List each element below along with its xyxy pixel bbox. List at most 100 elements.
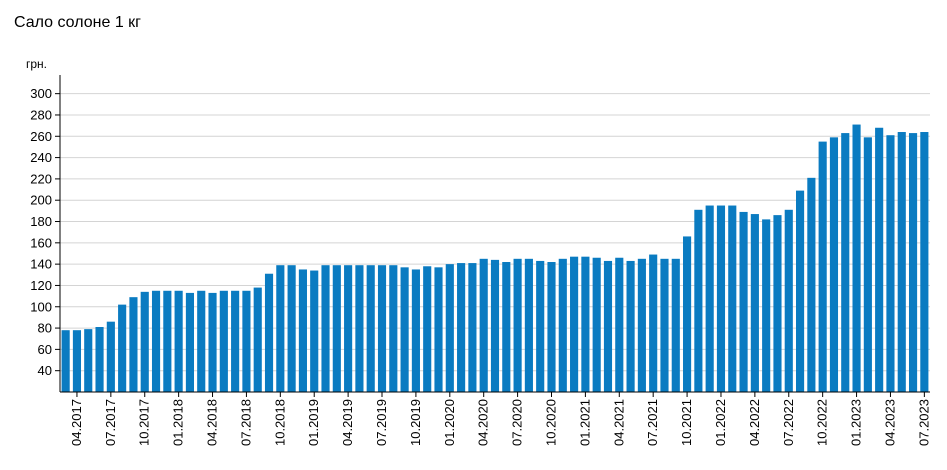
y-tick-label: 140 bbox=[30, 257, 52, 272]
x-tick-label: 04.2017 bbox=[69, 399, 84, 446]
bar-10.2019 bbox=[411, 269, 420, 392]
bar-07.2021 bbox=[649, 254, 658, 392]
y-axis-ticks: 40 60 80 100 120 140 160 180 200 220 240 260 280 300 bbox=[30, 86, 60, 378]
x-tick-label: 04.2021 bbox=[611, 399, 626, 446]
bar-01.2019 bbox=[310, 270, 319, 392]
x-tick-label: 01.2023 bbox=[849, 399, 864, 446]
y-tick-label: 300 bbox=[30, 86, 52, 101]
x-tick-label: 07.2021 bbox=[645, 399, 660, 446]
bar-06.2017 bbox=[95, 327, 104, 392]
bar-03.2020 bbox=[468, 263, 477, 392]
bar-05.2018 bbox=[219, 290, 228, 392]
y-tick-label: 160 bbox=[30, 235, 52, 250]
y-tick-label: 100 bbox=[30, 299, 52, 314]
bar-04.2023 bbox=[886, 135, 895, 393]
bar-03.2021 bbox=[603, 260, 613, 392]
y-tick-label: 80 bbox=[38, 321, 52, 336]
bar-02.2018 bbox=[185, 292, 195, 392]
bar-10.2018 bbox=[276, 265, 285, 392]
x-tick-label: 01.2019 bbox=[306, 399, 321, 446]
bar-09.2022 bbox=[807, 177, 816, 392]
bar-01.2023 bbox=[852, 124, 861, 392]
bar-06.2019 bbox=[366, 265, 375, 392]
bar-06.2022 bbox=[773, 215, 782, 392]
bar-12.2017 bbox=[163, 290, 172, 392]
bars bbox=[61, 124, 929, 393]
bar-04.2019 bbox=[344, 265, 353, 392]
x-axis-ticks: 04.2017 07.2017 10.2017 01.2018 04.2018 07.20… bbox=[69, 392, 931, 446]
bar-12.2019 bbox=[434, 267, 443, 392]
bar-02.2020 bbox=[457, 263, 466, 392]
x-tick-label: 01.2021 bbox=[577, 399, 592, 446]
y-tick-label: 240 bbox=[30, 150, 52, 165]
bar-09.2018 bbox=[264, 273, 274, 392]
x-tick-label: 01.2020 bbox=[442, 399, 457, 446]
bar-01.2021 bbox=[581, 256, 590, 392]
x-tick-label: 10.2019 bbox=[408, 399, 423, 446]
bar-04.2018 bbox=[208, 292, 217, 392]
x-tick-label: 10.2018 bbox=[272, 399, 287, 446]
y-tick-label: 180 bbox=[30, 214, 52, 229]
bar-11.2019 bbox=[423, 266, 432, 392]
x-tick-label: 07.2019 bbox=[374, 399, 389, 446]
bar-07.2022 bbox=[784, 209, 793, 392]
bar-11.2018 bbox=[287, 265, 296, 392]
bar-01.2022 bbox=[716, 205, 726, 392]
bar-06.2021 bbox=[637, 258, 646, 392]
bar-03.2017 bbox=[61, 330, 70, 392]
x-tick-label: 07.2018 bbox=[238, 399, 253, 446]
x-tick-label: 07.2020 bbox=[510, 399, 525, 446]
bar-11.2021 bbox=[694, 209, 703, 392]
x-tick-label: 07.2022 bbox=[781, 399, 796, 446]
y-tick-label: 260 bbox=[30, 129, 52, 144]
bar-08.2022 bbox=[795, 190, 805, 392]
bar-01.2020 bbox=[445, 264, 454, 392]
bar-07.2023 bbox=[920, 132, 929, 392]
bar-02.2022 bbox=[728, 205, 737, 392]
bar-06.2023 bbox=[908, 133, 918, 392]
x-tick-label: 07.2017 bbox=[103, 399, 118, 446]
bar-09.2021 bbox=[671, 258, 680, 392]
bar-11.2020 bbox=[558, 258, 567, 392]
bar-04.2022 bbox=[750, 214, 759, 392]
bar-04.2020 bbox=[479, 258, 488, 392]
bar-10.2020 bbox=[547, 262, 556, 392]
bar-07.2018 bbox=[242, 290, 251, 392]
bar-08.2021 bbox=[660, 258, 669, 392]
bar-08.2019 bbox=[389, 265, 398, 392]
bar-05.2023 bbox=[897, 132, 906, 392]
x-tick-label: 04.2018 bbox=[205, 399, 220, 446]
x-tick-label: 10.2017 bbox=[137, 399, 152, 446]
bar-12.2022 bbox=[841, 133, 850, 392]
bar-03.2022 bbox=[739, 211, 748, 392]
x-tick-label: 04.2019 bbox=[340, 399, 355, 446]
y-tick-label: 60 bbox=[38, 342, 52, 357]
x-tick-label: 07.2023 bbox=[916, 399, 931, 446]
y-tick-label: 120 bbox=[30, 278, 52, 293]
bar-10.2022 bbox=[818, 141, 827, 392]
bar-07.2017 bbox=[106, 321, 115, 392]
x-tick-label: 04.2022 bbox=[747, 399, 762, 446]
x-tick-label: 01.2018 bbox=[171, 399, 186, 446]
bar-10.2021 bbox=[683, 236, 692, 392]
x-tick-label: 04.2020 bbox=[476, 399, 491, 446]
bar-03.2019 bbox=[332, 265, 341, 392]
bar-07.2019 bbox=[377, 265, 387, 392]
bar-06.2018 bbox=[231, 290, 240, 392]
y-axis-unit-label: грн. bbox=[26, 57, 47, 71]
axes bbox=[59, 75, 930, 393]
y-tick-label: 280 bbox=[30, 107, 52, 122]
bar-09.2017 bbox=[129, 297, 138, 392]
bar-04.2021 bbox=[615, 257, 624, 392]
x-tick-label: 01.2022 bbox=[713, 399, 728, 446]
bar-12.2021 bbox=[705, 205, 714, 392]
bar-05.2022 bbox=[762, 219, 771, 392]
bar-08.2020 bbox=[524, 258, 533, 392]
bar-09.2019 bbox=[400, 267, 409, 392]
bar-11.2022 bbox=[829, 137, 839, 392]
chart-title: Сало солоне 1 кг bbox=[14, 14, 141, 31]
y-tick-label: 200 bbox=[30, 193, 52, 208]
x-tick-label: 10.2021 bbox=[679, 399, 694, 446]
x-tick-label: 10.2022 bbox=[815, 399, 830, 446]
